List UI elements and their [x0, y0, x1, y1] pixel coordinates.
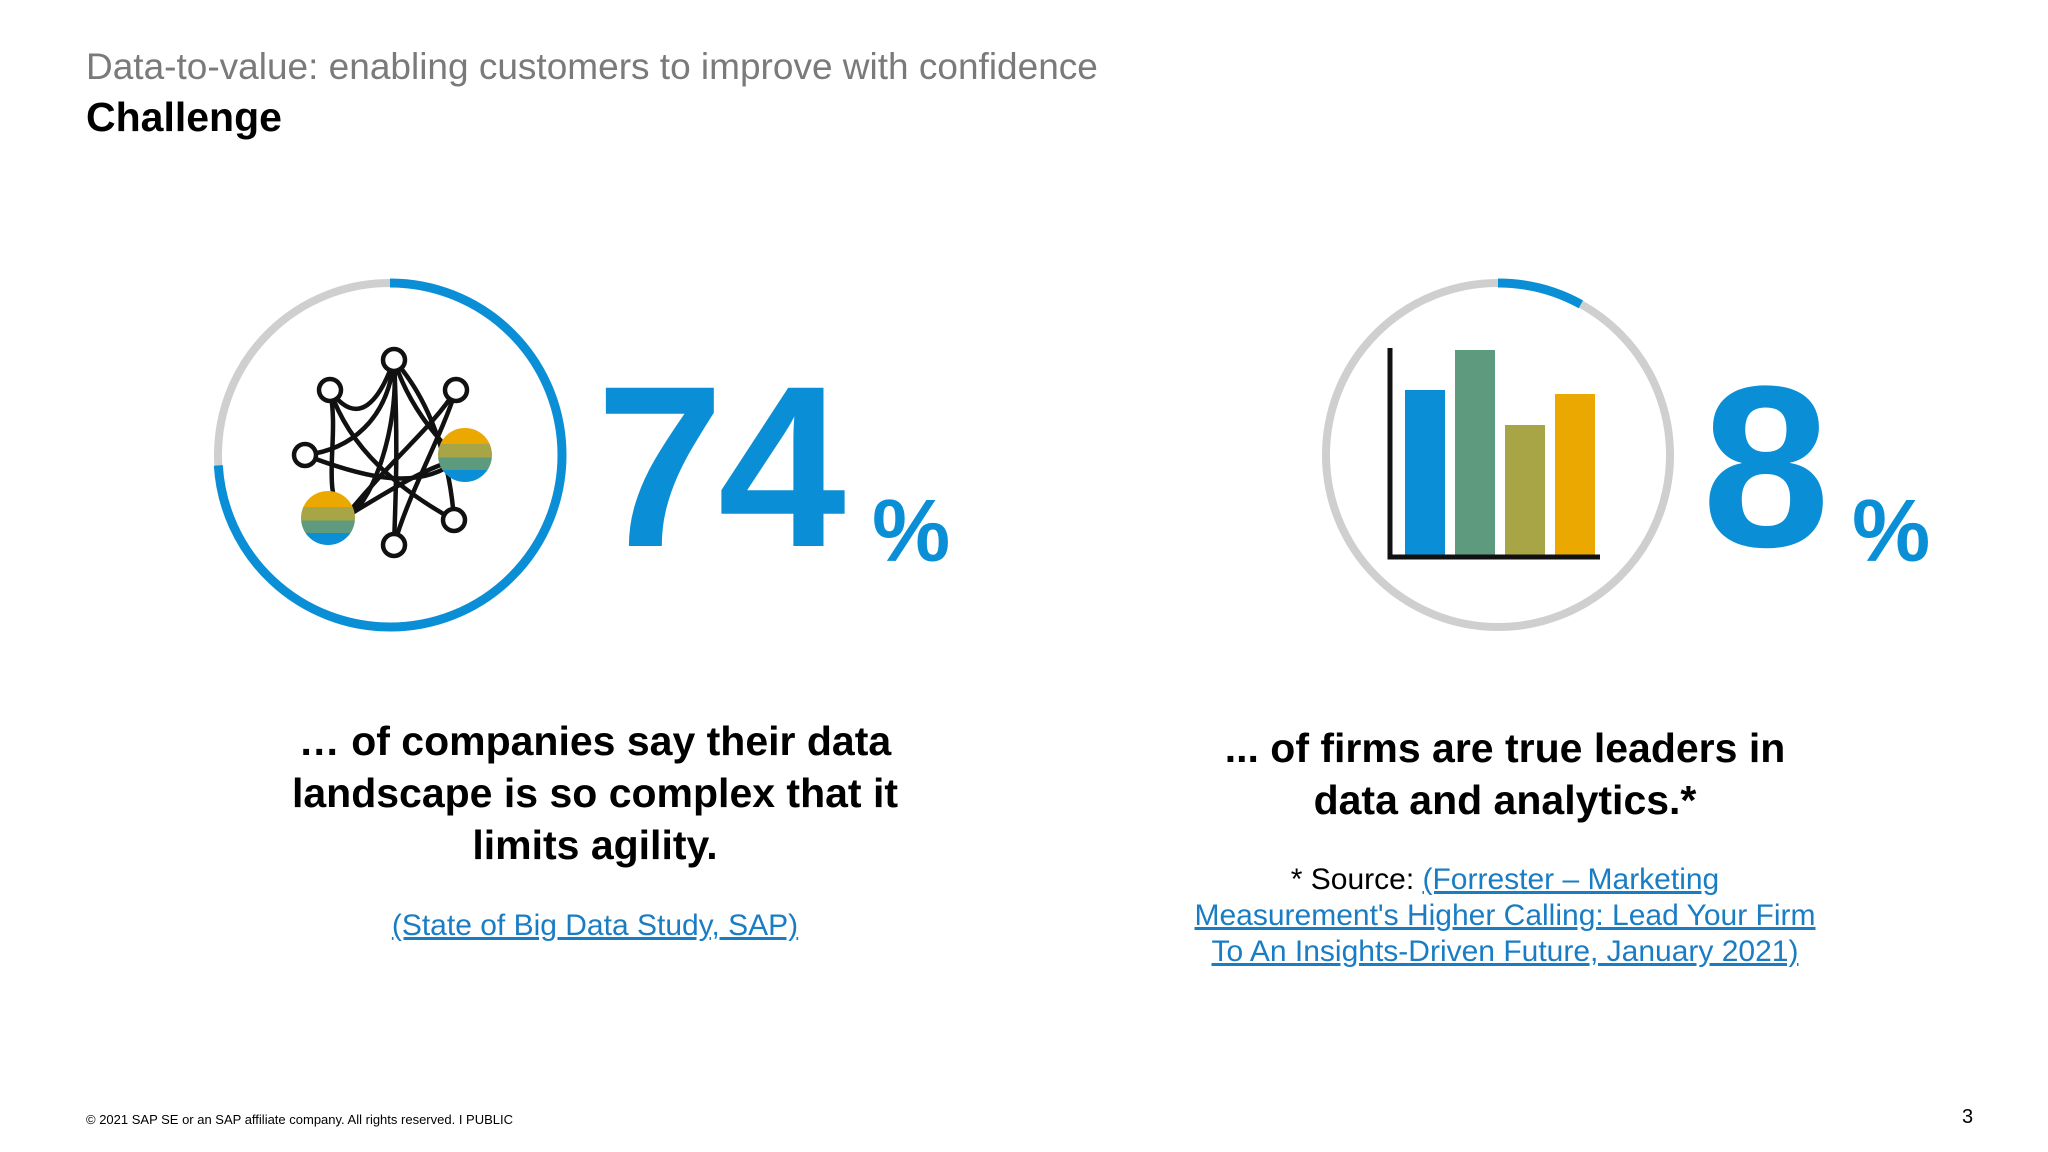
source-right-line: * Source: (Forrester – Marketing [1130, 862, 1880, 898]
caption-left-line: landscape is so complex that it [291, 770, 899, 816]
caption-right: ... of firms are true leaders in data an… [1130, 722, 1880, 826]
source-link-right[interactable]: Measurement's Higher Calling: Lead Your … [1194, 899, 1816, 932]
caption-right-line: ... of firms are true leaders in [1224, 725, 1786, 771]
caption-left: … of companies say their data landscape … [230, 715, 960, 871]
stat-value-right: 8 [1702, 338, 1830, 595]
source-right-line: Measurement's Higher Calling: Lead Your … [1130, 898, 1880, 934]
source-right: * Source: (Forrester – Marketing Measure… [1130, 862, 1880, 970]
stat-unit-left: % [872, 481, 951, 580]
caption-left-line: … of companies say their data [298, 718, 892, 764]
source-prefix: * Source: [1290, 863, 1423, 896]
progress-ring-left [213, 278, 567, 632]
source-link-left[interactable]: (State of Big Data Study, SAP) [391, 909, 799, 942]
page-number: 3 [1962, 1106, 1974, 1128]
source-right-line: To An Insights-Driven Future, January 20… [1130, 934, 1880, 970]
caption-left-line: limits agility. [472, 822, 718, 868]
source-link-right[interactable]: To An Insights-Driven Future, January 20… [1211, 935, 1799, 968]
caption-right-line: data and analytics.* [1313, 777, 1697, 823]
footer-copyright: © 2021 SAP SE or an SAP affiliate compan… [86, 1112, 514, 1127]
source-left: (State of Big Data Study, SAP) [230, 908, 960, 944]
bar-chart-icon [1387, 348, 1600, 560]
stat-unit-right: % [1852, 481, 1931, 580]
source-link-right[interactable]: (Forrester – Marketing [1422, 863, 1720, 896]
slide-subtitle: Data-to-value: enabling customers to imp… [86, 46, 1098, 87]
stat-value-left: 74 [596, 338, 846, 595]
progress-ring-right [1321, 278, 1675, 632]
network-nodes-icon [291, 346, 492, 559]
slide-title: Challenge [86, 94, 282, 140]
